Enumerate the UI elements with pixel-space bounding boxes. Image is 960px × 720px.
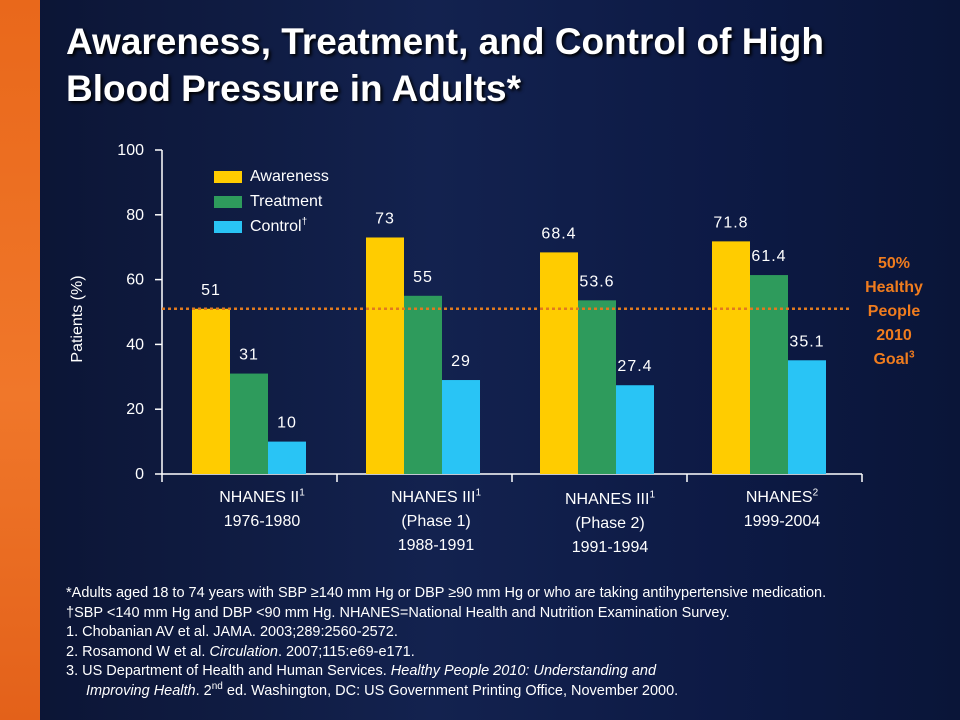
goal-word-sup: 3 [909, 349, 915, 361]
goal-percent: 50% [877, 255, 911, 272]
goal-annotation: 50% Healthy People 2010 Goal3 [852, 252, 936, 372]
category-4-name: NHANES [745, 489, 813, 506]
reference-3-authors: 3. US Department of Health and Human Ser… [66, 663, 391, 679]
goal-word: Goal3 [852, 348, 936, 372]
legend-item-treatment: Treatment [214, 189, 329, 214]
y-tick-label: 60 [126, 272, 144, 289]
bar-treatment [230, 373, 268, 474]
category-2-years: 1988-1991 [397, 537, 475, 554]
reference-3-title-cont: Improving Health [86, 682, 196, 699]
bar-awareness [192, 308, 230, 474]
y-tick-label: 0 [135, 466, 144, 483]
bar-control [788, 360, 826, 474]
category-label-4: NHANES2 1999-2004 [712, 486, 852, 534]
legend-item-control: Control† [214, 214, 329, 239]
y-tick-label: 100 [117, 142, 144, 159]
category-2-name: NHANES III [390, 489, 476, 506]
accent-bar [0, 0, 40, 720]
data-label-control: 35.1 [789, 333, 824, 350]
bar-control [616, 385, 654, 474]
goal-people: People [867, 303, 921, 320]
category-3-name: NHANES III [564, 491, 650, 508]
bar-awareness [366, 237, 404, 474]
category-label-1-line1: NHANES II1 [192, 486, 332, 510]
bar-control [268, 441, 306, 474]
legend-label-control-text: Control [250, 217, 302, 235]
bar-awareness [540, 252, 578, 474]
category-4-sup: 2 [812, 487, 819, 499]
data-label-awareness: 68.4 [541, 225, 576, 242]
goal-word-text: Goal [873, 351, 909, 368]
legend-label-control: Control† [250, 216, 308, 236]
category-label-3: NHANES III1 (Phase 2) 1991-1994 [540, 488, 680, 560]
bar-treatment [578, 300, 616, 474]
bar-awareness [712, 241, 750, 474]
category-2-phase: (Phase 1) [401, 513, 471, 530]
data-label-awareness: 73 [375, 210, 395, 227]
reference-1: 1. Chobanian AV et al. JAMA. 2003;289:25… [66, 624, 398, 640]
data-label-treatment: 61.4 [751, 248, 786, 265]
reference-3-edition: . 2 [195, 682, 212, 699]
legend-item-awareness: Awareness [214, 164, 329, 189]
y-axis-label: Patients (%) [69, 275, 86, 363]
reference-3-continued: Improving Health. 2nd ed. Washington, DC… [66, 680, 946, 702]
category-2-sup: 1 [475, 487, 482, 499]
category-3-sup: 1 [649, 489, 656, 501]
reference-3-title: Healthy People 2010: Understanding and [390, 663, 657, 679]
legend-swatch-control [214, 220, 242, 233]
category-3-years: 1991-1994 [571, 539, 649, 556]
bar-control [442, 380, 480, 474]
reference-2-citation: . 2007;115:e69-e171. [277, 643, 415, 660]
category-1-years: 1976-1980 [223, 513, 301, 530]
legend-swatch-treatment [214, 195, 242, 208]
data-label-control: 27.4 [617, 358, 652, 375]
category-1-name: NHANES II [219, 489, 300, 506]
legend-label-treatment: Treatment [250, 192, 323, 210]
category-label-1: NHANES II1 1976-1980 [192, 486, 332, 534]
data-label-awareness: 51 [201, 282, 221, 299]
data-label-treatment: 55 [413, 269, 433, 286]
legend-label-awareness: Awareness [250, 167, 329, 185]
category-label-2-line1: NHANES III1 [366, 486, 506, 510]
category-4-years: 1999-2004 [743, 513, 821, 530]
bar-treatment [750, 275, 788, 474]
reference-3-edition-sup: nd [211, 680, 223, 692]
slide-title: Awareness, Treatment, and Control of Hig… [66, 21, 824, 109]
y-tick-label: 80 [126, 207, 144, 224]
footnote-dagger: †SBP <140 mm Hg and DBP <90 mm Hg. NHANE… [66, 604, 730, 621]
chart-legend: Awareness Treatment Control† [214, 164, 329, 239]
bar-treatment [404, 295, 442, 474]
category-3-phase: (Phase 2) [575, 515, 645, 532]
legend-label-control-sup: † [301, 216, 308, 228]
reference-2-authors: 2. Rosamond W et al. [66, 643, 210, 660]
category-label-2: NHANES III1 (Phase 1) 1988-1991 [366, 486, 506, 558]
data-label-control: 29 [451, 353, 471, 370]
footnote-asterisk: *Adults aged 18 to 74 years with SBP ≥14… [66, 585, 827, 601]
reference-3-publisher: ed. Washington, DC: US Government Printi… [222, 682, 679, 699]
y-tick-label: 20 [126, 401, 144, 418]
reference-2: 2. Rosamond W et al. Circulation. 2007;1… [66, 643, 946, 663]
data-label-awareness: 71.8 [713, 214, 748, 231]
legend-swatch-awareness [214, 170, 242, 183]
goal-year: 2010 [876, 327, 912, 344]
category-1-sup: 1 [299, 487, 305, 499]
data-label-treatment: 31 [239, 347, 259, 364]
category-label-4-line1: NHANES2 [712, 486, 852, 510]
footnotes: *Adults aged 18 to 74 years with SBP ≥14… [66, 584, 946, 701]
data-label-control: 10 [277, 415, 297, 432]
data-label-treatment: 53.6 [579, 273, 614, 290]
category-label-3-line1: NHANES III1 [540, 488, 680, 512]
reference-2-journal: Circulation [209, 643, 278, 660]
goal-healthy: Healthy [865, 279, 923, 296]
y-tick-label: 40 [126, 336, 144, 353]
reference-3: 3. US Department of Health and Human Ser… [66, 662, 946, 682]
